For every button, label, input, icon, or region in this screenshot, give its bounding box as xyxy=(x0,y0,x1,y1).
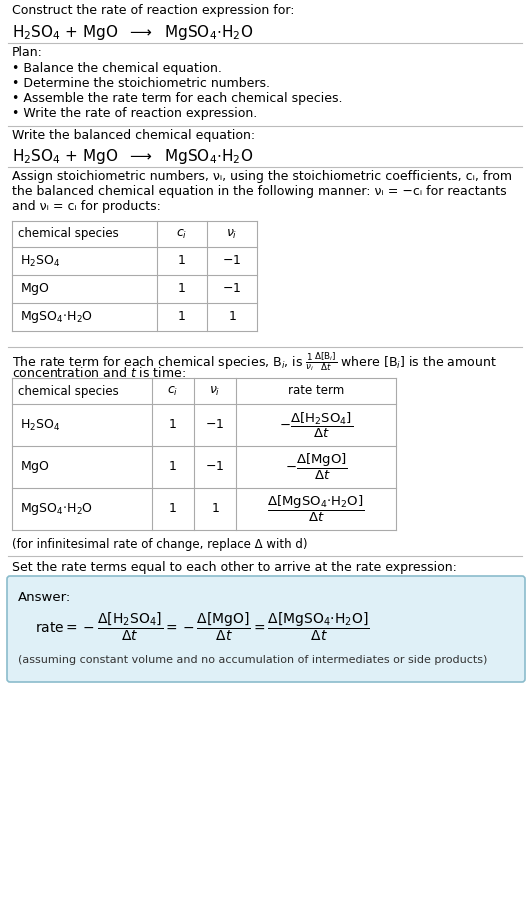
Text: $-\dfrac{\Delta[\mathrm{H_2SO_4}]}{\Delta t}$: $-\dfrac{\Delta[\mathrm{H_2SO_4}]}{\Delt… xyxy=(279,410,353,440)
Text: Plan:: Plan: xyxy=(12,46,43,59)
Text: 1: 1 xyxy=(178,255,186,268)
Text: $\mathrm{MgO}$: $\mathrm{MgO}$ xyxy=(20,281,50,297)
Text: $\mathrm{MgSO_4{\cdot}H_2O}$: $\mathrm{MgSO_4{\cdot}H_2O}$ xyxy=(20,501,93,517)
Text: • Write the rate of reaction expression.: • Write the rate of reaction expression. xyxy=(12,107,257,120)
Text: 1: 1 xyxy=(178,282,186,296)
Text: • Balance the chemical equation.: • Balance the chemical equation. xyxy=(12,62,222,75)
FancyBboxPatch shape xyxy=(7,576,525,682)
Text: the balanced chemical equation in the following manner: νᵢ = −cᵢ for reactants: the balanced chemical equation in the fo… xyxy=(12,185,507,198)
Text: Assign stoichiometric numbers, νᵢ, using the stoichiometric coefficients, cᵢ, fr: Assign stoichiometric numbers, νᵢ, using… xyxy=(12,170,512,183)
Text: Set the rate terms equal to each other to arrive at the rate expression:: Set the rate terms equal to each other t… xyxy=(12,561,457,574)
Text: $\mathrm{MgO}$: $\mathrm{MgO}$ xyxy=(20,459,50,475)
Text: $\mathrm{H_2SO_4}$ + MgO  $\longrightarrow$  $\mathrm{MgSO_4{\cdot}H_2O}$: $\mathrm{H_2SO_4}$ + MgO $\longrightarro… xyxy=(12,23,253,42)
Text: chemical species: chemical species xyxy=(18,228,119,240)
Text: 1: 1 xyxy=(178,310,186,323)
Text: (for infinitesimal rate of change, replace Δ with d): (for infinitesimal rate of change, repla… xyxy=(12,538,307,551)
Text: 1: 1 xyxy=(169,502,177,515)
Text: $\mathrm{H_2SO_4}$: $\mathrm{H_2SO_4}$ xyxy=(20,254,60,268)
Text: $\mathrm{H_2SO_4}$ + MgO  $\longrightarrow$  $\mathrm{MgSO_4{\cdot}H_2O}$: $\mathrm{H_2SO_4}$ + MgO $\longrightarro… xyxy=(12,147,253,166)
Text: concentration and $t$ is time:: concentration and $t$ is time: xyxy=(12,366,186,380)
Text: $\mathrm{MgSO_4{\cdot}H_2O}$: $\mathrm{MgSO_4{\cdot}H_2O}$ xyxy=(20,309,93,325)
Text: • Determine the stoichiometric numbers.: • Determine the stoichiometric numbers. xyxy=(12,77,270,90)
Text: $-1$: $-1$ xyxy=(223,255,242,268)
Text: $\nu_i$: $\nu_i$ xyxy=(209,384,220,398)
Text: • Assemble the rate term for each chemical species.: • Assemble the rate term for each chemic… xyxy=(12,92,342,105)
Text: $\nu_i$: $\nu_i$ xyxy=(226,228,237,240)
Text: $\dfrac{\Delta[\mathrm{MgSO_4{\cdot}H_2O}]}{\Delta t}$: $\dfrac{\Delta[\mathrm{MgSO_4{\cdot}H_2O… xyxy=(267,494,365,524)
Text: $-1$: $-1$ xyxy=(206,460,225,473)
Text: $-1$: $-1$ xyxy=(206,419,225,431)
Text: $1$: $1$ xyxy=(227,310,236,323)
Text: $1$: $1$ xyxy=(210,502,219,515)
Text: $c_i$: $c_i$ xyxy=(167,384,179,398)
Text: $-\dfrac{\Delta[\mathrm{MgO}]}{\Delta t}$: $-\dfrac{\Delta[\mathrm{MgO}]}{\Delta t}… xyxy=(285,452,347,482)
Text: 1: 1 xyxy=(169,419,177,431)
Text: and νᵢ = cᵢ for products:: and νᵢ = cᵢ for products: xyxy=(12,200,161,213)
Text: Write the balanced chemical equation:: Write the balanced chemical equation: xyxy=(12,129,255,142)
Text: $-1$: $-1$ xyxy=(223,282,242,296)
Text: The rate term for each chemical species, B$_i$, is $\frac{1}{\nu_i}\frac{\Delta[: The rate term for each chemical species,… xyxy=(12,350,497,373)
Text: $\mathrm{H_2SO_4}$: $\mathrm{H_2SO_4}$ xyxy=(20,418,60,432)
Text: $c_i$: $c_i$ xyxy=(176,228,188,240)
Text: rate term: rate term xyxy=(288,385,344,398)
Text: 1: 1 xyxy=(169,460,177,473)
Text: Answer:: Answer: xyxy=(18,591,71,604)
Text: $\mathrm{rate} = -\dfrac{\Delta[\mathrm{H_2SO_4}]}{\Delta t} = -\dfrac{\Delta[\m: $\mathrm{rate} = -\dfrac{\Delta[\mathrm{… xyxy=(35,611,370,643)
Text: Construct the rate of reaction expression for:: Construct the rate of reaction expressio… xyxy=(12,4,295,17)
Text: chemical species: chemical species xyxy=(18,385,119,398)
Text: (assuming constant volume and no accumulation of intermediates or side products): (assuming constant volume and no accumul… xyxy=(18,655,488,665)
